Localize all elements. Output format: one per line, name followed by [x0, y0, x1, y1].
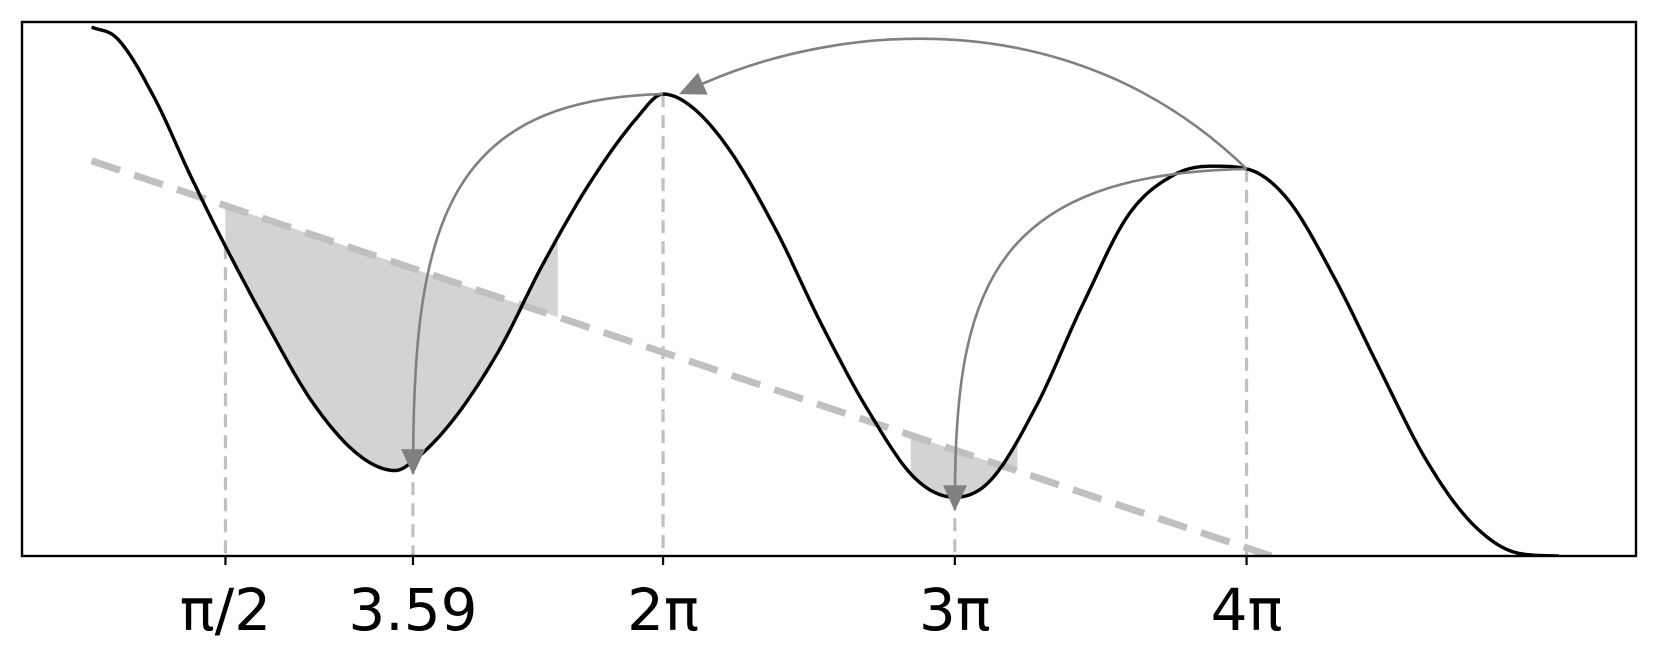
trend-line: [90, 157, 1273, 556]
x-tick-label: 2π: [627, 576, 699, 644]
x-tick-label: 4π: [1211, 576, 1283, 644]
shaded-region: [910, 435, 1018, 498]
x-tick-label: 3π: [919, 576, 991, 644]
shaded-region: [225, 205, 558, 471]
arrowhead: [943, 485, 967, 512]
x-tick-label: π/2: [180, 576, 271, 644]
arrowhead: [679, 72, 708, 95]
annotation-arrow: [702, 37, 1248, 170]
x-tick-label: 3.59: [348, 576, 477, 644]
data-curve: [90, 25, 1559, 556]
arrowhead: [401, 449, 426, 476]
annotation-arrow: [953, 167, 1247, 486]
annotation-arrow: [411, 92, 664, 450]
plot-frame: [20, 20, 1638, 558]
